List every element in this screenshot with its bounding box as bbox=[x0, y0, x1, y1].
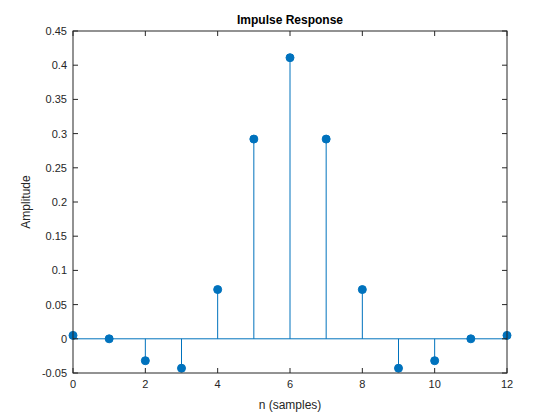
y-tick bbox=[73, 270, 78, 271]
y-tick-right bbox=[502, 304, 507, 305]
chart-title: Impulse Response bbox=[237, 13, 343, 27]
data-group bbox=[69, 54, 511, 373]
y-tick-right bbox=[502, 202, 507, 203]
y-tick-right bbox=[502, 99, 507, 100]
x-tick bbox=[145, 368, 146, 373]
y-tick bbox=[73, 133, 78, 134]
x-tick-top bbox=[217, 31, 218, 36]
y-tick bbox=[73, 373, 78, 374]
x-tick-label: 12 bbox=[501, 378, 513, 390]
stem bbox=[217, 290, 218, 339]
x-tick bbox=[362, 368, 363, 373]
x-tick bbox=[507, 368, 508, 373]
y-tick-label: 0.25 bbox=[46, 162, 67, 174]
y-tick bbox=[73, 99, 78, 100]
y-tick-right bbox=[502, 270, 507, 271]
chart-container: 024681012-0.0500.050.10.150.20.250.30.35… bbox=[0, 0, 560, 420]
y-tick bbox=[73, 31, 78, 32]
stem-marker bbox=[467, 335, 475, 343]
x-tick bbox=[73, 368, 74, 373]
stem-marker bbox=[358, 286, 366, 294]
y-tick-label: 0.4 bbox=[52, 59, 67, 71]
x-tick-top bbox=[145, 31, 146, 36]
x-tick bbox=[434, 368, 435, 373]
y-tick-right bbox=[502, 65, 507, 66]
stem-marker bbox=[322, 135, 330, 143]
y-tick-label: 0.15 bbox=[46, 230, 67, 242]
stem-marker bbox=[214, 286, 222, 294]
x-tick-top bbox=[290, 31, 291, 36]
axes-frame bbox=[73, 31, 507, 373]
y-tick bbox=[73, 236, 78, 237]
x-axis-label: n (samples) bbox=[259, 398, 322, 412]
x-tick-label: 2 bbox=[142, 378, 148, 390]
stem-marker bbox=[250, 135, 258, 143]
y-tick-label: 0.05 bbox=[46, 299, 67, 311]
x-tick-top bbox=[434, 31, 435, 36]
y-tick bbox=[73, 167, 78, 168]
x-tick-label: 6 bbox=[287, 378, 293, 390]
y-tick-label: 0.45 bbox=[46, 25, 67, 37]
x-tick-label: 10 bbox=[429, 378, 441, 390]
stem-marker bbox=[105, 335, 113, 343]
y-tick-label: 0 bbox=[61, 333, 67, 345]
stem-marker bbox=[141, 357, 149, 365]
y-tick bbox=[73, 304, 78, 305]
y-tick-right bbox=[502, 167, 507, 168]
y-tick-label: 0.3 bbox=[52, 128, 67, 140]
y-tick-label: -0.05 bbox=[42, 367, 67, 379]
x-tick-top bbox=[73, 31, 74, 36]
x-tick-top bbox=[362, 31, 363, 36]
stem-marker bbox=[178, 364, 186, 372]
x-tick-label: 8 bbox=[359, 378, 365, 390]
x-tick-label: 4 bbox=[215, 378, 221, 390]
y-tick-right bbox=[502, 31, 507, 32]
x-tick bbox=[217, 368, 218, 373]
y-axis-label: Amplitude bbox=[19, 175, 33, 229]
stem bbox=[362, 290, 363, 339]
x-tick bbox=[290, 368, 291, 373]
x-tick-label: 0 bbox=[70, 378, 76, 390]
stem-marker bbox=[286, 54, 294, 62]
y-tick-right bbox=[502, 133, 507, 134]
stem bbox=[253, 139, 254, 339]
y-tick-label: 0.1 bbox=[52, 264, 67, 276]
y-tick bbox=[73, 65, 78, 66]
chart-svg: 024681012-0.0500.050.10.150.20.250.30.35… bbox=[0, 0, 560, 420]
plot-area bbox=[73, 31, 507, 373]
stem bbox=[290, 58, 291, 339]
stem bbox=[326, 139, 327, 339]
y-tick-label: 0.2 bbox=[52, 196, 67, 208]
stem-marker bbox=[395, 364, 403, 372]
stem-marker bbox=[431, 357, 439, 365]
y-tick-label: 0.35 bbox=[46, 93, 67, 105]
background bbox=[0, 0, 560, 420]
y-tick bbox=[73, 338, 78, 339]
y-tick-right bbox=[502, 236, 507, 237]
x-tick-top bbox=[507, 31, 508, 36]
y-tick bbox=[73, 202, 78, 203]
y-tick-right bbox=[502, 338, 507, 339]
y-tick-right bbox=[502, 373, 507, 374]
